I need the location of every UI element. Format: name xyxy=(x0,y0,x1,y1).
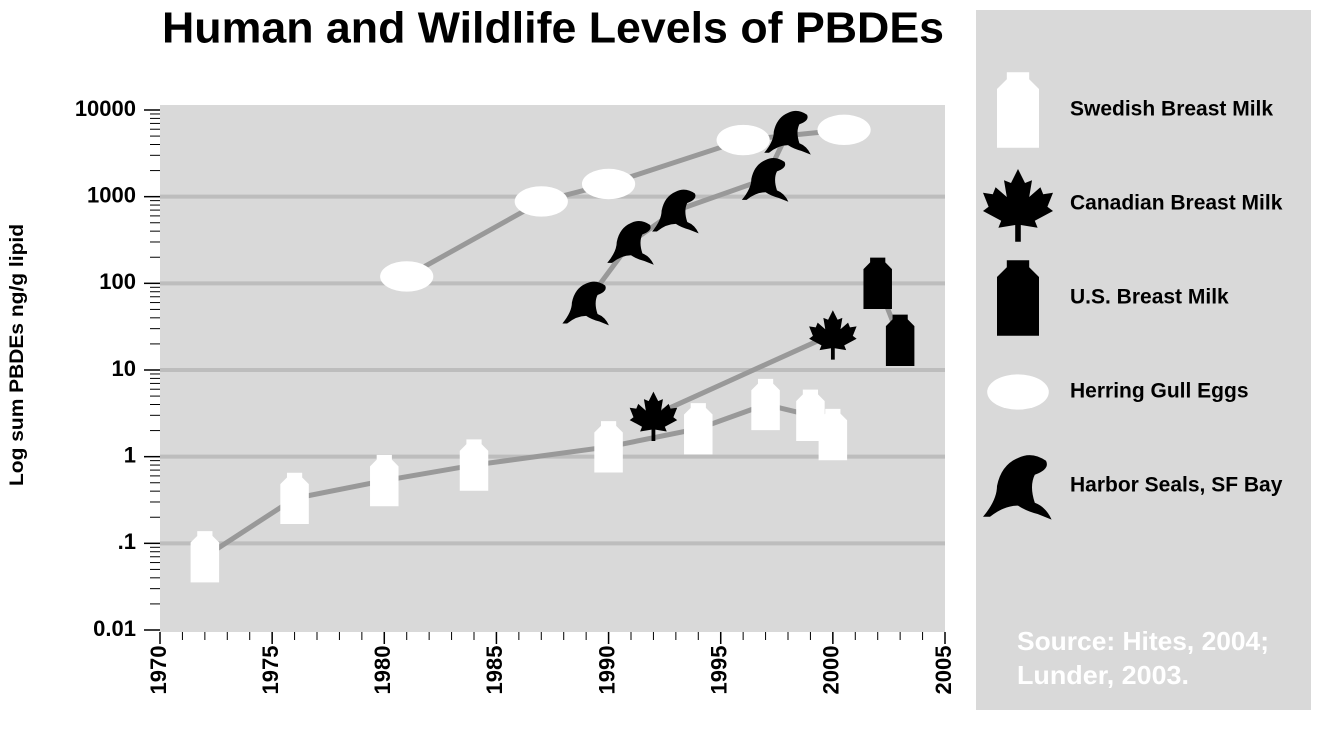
series-line xyxy=(652,331,834,418)
x-tick-label: 1970 xyxy=(146,646,171,695)
x-tick-label: 1985 xyxy=(482,646,507,695)
data-marker xyxy=(190,531,220,583)
data-marker xyxy=(863,257,892,309)
data-marker xyxy=(652,189,699,234)
x-tick-label: 1975 xyxy=(258,646,283,695)
legend-label: Herring Gull Eggs xyxy=(1070,380,1249,403)
data-marker xyxy=(684,403,713,455)
x-tick-label: 2005 xyxy=(931,646,956,695)
y-tick-label: 10 xyxy=(112,356,136,381)
data-marker xyxy=(885,314,915,366)
legend-icon xyxy=(987,374,1049,410)
y-axis-label: Log sum PBDEs ng/g lipid xyxy=(7,224,28,486)
data-marker xyxy=(629,391,678,441)
data-marker xyxy=(370,454,399,507)
source-note: Source: Hites, 2004; xyxy=(1017,626,1269,656)
legend-label: Swedish Breast Milk xyxy=(1070,98,1273,121)
y-tick-label: 100 xyxy=(99,269,136,294)
data-marker xyxy=(562,281,609,326)
legend-label: Canadian Breast Milk xyxy=(1070,192,1283,215)
data-marker xyxy=(809,310,857,360)
y-tick-label: 0.01 xyxy=(93,616,136,641)
data-marker xyxy=(581,168,636,200)
data-marker xyxy=(459,439,489,491)
legend-icon xyxy=(997,260,1039,336)
x-tick-label: 1990 xyxy=(594,646,619,695)
x-tick-label: 1995 xyxy=(707,646,732,695)
y-tick-label: 1 xyxy=(124,442,136,467)
legend-icon xyxy=(997,72,1039,148)
data-marker xyxy=(280,472,309,525)
data-marker xyxy=(594,421,623,473)
data-marker xyxy=(514,186,568,217)
y-tick-label: 1000 xyxy=(87,182,136,207)
legend-icon xyxy=(983,455,1052,520)
data-marker xyxy=(741,157,789,202)
x-tick-label: 1980 xyxy=(370,646,395,695)
x-tick-label: 2000 xyxy=(819,646,844,695)
legend-icon xyxy=(983,169,1053,242)
data-marker xyxy=(796,389,825,441)
data-marker xyxy=(818,408,848,461)
chart-title: Human and Wildlife Levels of PBDEs xyxy=(162,4,944,53)
source-note: Lunder, 2003. xyxy=(1017,660,1189,690)
legend-label: Harbor Seals, SF Bay xyxy=(1070,474,1283,497)
data-marker xyxy=(764,110,811,155)
data-marker xyxy=(380,261,434,292)
y-tick-label: .1 xyxy=(118,529,136,554)
data-marker xyxy=(607,221,654,265)
legend-label: U.S. Breast Milk xyxy=(1070,286,1229,309)
data-marker xyxy=(751,378,780,431)
data-marker xyxy=(716,124,770,156)
y-tick-label: 10000 xyxy=(75,96,136,121)
data-marker xyxy=(817,114,871,146)
